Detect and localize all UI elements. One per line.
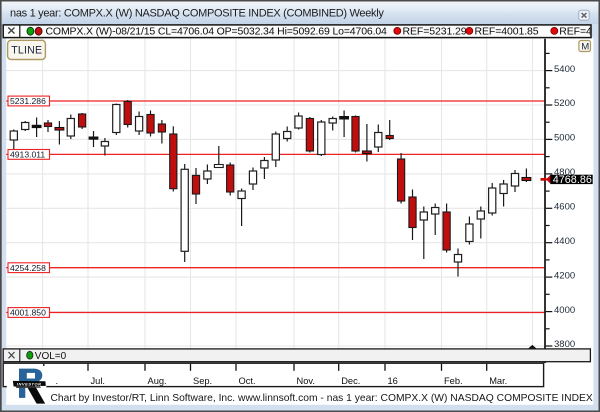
svg-text:5200: 5200: [554, 98, 575, 109]
svg-text:16: 16: [388, 376, 398, 386]
svg-text:COMPX.X (W)-08/21/15 CL=4706.0: COMPX.X (W)-08/21/15 CL=4706.04 OP=5032.…: [46, 26, 388, 38]
svg-text:INVESTOR: INVESTOR: [17, 381, 42, 386]
svg-text:REF=4001.85: REF=4001.85: [475, 26, 539, 38]
svg-text:4913.011: 4913.011: [10, 150, 45, 160]
svg-text:Aug.: Aug.: [148, 376, 167, 386]
svg-text:REF=42: REF=42: [559, 26, 597, 38]
svg-text:Dec.: Dec.: [341, 376, 360, 386]
svg-text:4200: 4200: [554, 270, 575, 281]
svg-text:M: M: [581, 42, 589, 53]
svg-text:3800: 3800: [554, 339, 575, 350]
svg-text:4800: 4800: [554, 167, 575, 178]
svg-text:5000: 5000: [554, 133, 575, 144]
svg-text:TLINE: TLINE: [11, 45, 42, 57]
svg-text:4768.86: 4768.86: [553, 174, 592, 186]
svg-text:.: .: [56, 376, 59, 386]
svg-text:REF=5231.29: REF=5231.29: [403, 26, 467, 38]
svg-text:4001.850: 4001.850: [10, 308, 46, 318]
svg-text:Oct.: Oct.: [239, 376, 256, 386]
svg-text:4400: 4400: [554, 236, 575, 247]
svg-text:Sep.: Sep.: [193, 376, 212, 386]
svg-text:VOL=0: VOL=0: [35, 351, 67, 362]
svg-text:4000: 4000: [554, 305, 575, 316]
svg-text:4254.258: 4254.258: [10, 263, 46, 273]
svg-text:Jul.: Jul.: [91, 376, 105, 386]
svg-text:Mar.: Mar.: [489, 376, 507, 386]
svg-text:5400: 5400: [554, 64, 575, 75]
svg-text:Feb.: Feb.: [444, 376, 463, 386]
svg-text:Chart by Investor/RT, Linn Sof: Chart by Investor/RT, Linn Software, Inc…: [51, 393, 593, 404]
svg-text:5231.286: 5231.286: [10, 96, 46, 106]
svg-text:Nov.: Nov.: [297, 376, 315, 386]
svg-text:nas 1 year: COMPX.X (W) NASDAQ: nas 1 year: COMPX.X (W) NASDAQ COMPOSITE…: [10, 8, 384, 20]
svg-text:4600: 4600: [554, 202, 575, 213]
